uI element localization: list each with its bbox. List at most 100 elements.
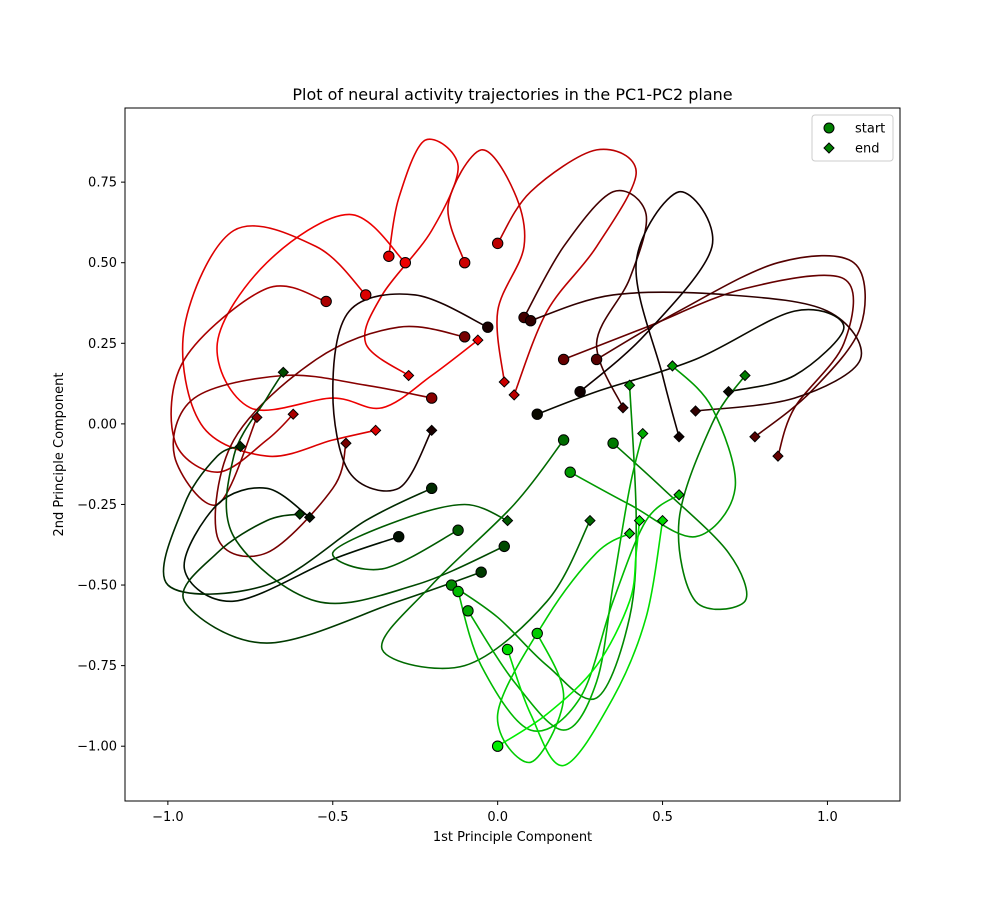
y-tick-label: 0.25 <box>88 337 117 352</box>
start-marker <box>557 434 570 446</box>
y-tick-label: −1.00 <box>77 740 117 755</box>
trajectory-line <box>530 291 863 412</box>
start-marker <box>574 385 586 398</box>
trajectory-line <box>497 520 641 747</box>
end-marker <box>294 508 306 520</box>
y-tick-label: 0.75 <box>88 176 117 191</box>
trajectory-line <box>612 375 748 611</box>
start-marker <box>458 257 471 269</box>
end-marker <box>340 437 352 449</box>
trajectory-line <box>363 138 459 377</box>
trajectory-line <box>497 148 637 396</box>
start-marker <box>524 315 537 327</box>
start-marker <box>590 353 603 366</box>
start-marker <box>531 408 543 420</box>
legend: start end <box>811 114 894 162</box>
trajectory-line <box>225 371 505 605</box>
end-marker <box>656 514 669 527</box>
end-marker <box>369 424 382 437</box>
trajectory-line <box>183 487 399 603</box>
legend-label: start <box>855 122 885 137</box>
end-marker <box>623 379 636 391</box>
end-marker <box>303 511 316 524</box>
trajectory-line <box>536 308 845 415</box>
x-tick-label: −0.5 <box>317 810 349 825</box>
legend-start-marker <box>823 122 835 134</box>
trajectory-line <box>579 190 714 438</box>
trajectory-line <box>332 293 489 492</box>
end-marker <box>772 450 784 462</box>
trajectory-line <box>162 445 433 595</box>
end-marker <box>498 376 510 388</box>
trajectory-line <box>467 433 644 731</box>
end-marker <box>633 514 646 527</box>
end-marker <box>425 424 438 437</box>
y-tick-label: −0.50 <box>77 579 117 594</box>
start-marker <box>491 740 504 752</box>
end-marker <box>617 402 629 414</box>
x-tick-label: −1.0 <box>152 810 184 825</box>
chart-title: Plot of neural activity trajectories in … <box>292 85 732 104</box>
trajectory-line <box>380 439 591 670</box>
y-tick-label: 0.50 <box>88 256 117 271</box>
y-tick-label: −0.75 <box>77 659 117 674</box>
end-marker <box>666 360 679 372</box>
marker-layer <box>234 237 784 752</box>
end-marker <box>722 385 735 398</box>
start-marker <box>383 250 395 262</box>
start-marker <box>452 585 464 598</box>
start-marker <box>360 289 372 301</box>
start-marker <box>320 295 332 308</box>
end-marker <box>623 527 636 540</box>
end-marker <box>402 369 415 382</box>
trajectory-line <box>214 325 465 558</box>
end-marker <box>673 431 685 443</box>
end-marker <box>749 431 761 443</box>
trajectory-line <box>523 189 648 409</box>
start-marker <box>607 437 619 449</box>
trajectory-line <box>451 385 637 701</box>
x-axis: −1.0 −0.5 0.0 0.5 1.0 <box>152 801 838 825</box>
end-marker <box>234 440 247 453</box>
start-marker <box>475 566 487 578</box>
start-marker <box>482 321 494 333</box>
x-tick-label: 0.0 <box>487 810 508 825</box>
end-marker <box>287 408 299 420</box>
start-marker <box>426 392 438 404</box>
trajectory-line <box>170 285 327 473</box>
trajectory-line <box>457 494 680 732</box>
start-marker <box>462 605 474 617</box>
x-tick-label: 0.5 <box>652 810 673 825</box>
end-marker <box>673 489 685 501</box>
x-axis-label: 1st Principle Component <box>433 830 592 845</box>
y-tick-label: −0.25 <box>77 498 117 513</box>
end-marker <box>508 389 520 401</box>
trajectory-line <box>569 365 737 538</box>
start-marker <box>393 530 405 543</box>
y-axis-label: 2nd Principle Component <box>52 373 67 537</box>
start-marker <box>426 482 438 495</box>
series-layer <box>162 138 866 767</box>
trajectory-line <box>506 520 664 767</box>
start-marker <box>564 466 576 478</box>
end-marker <box>689 405 702 417</box>
start-marker <box>501 643 514 656</box>
end-marker <box>739 369 751 382</box>
trajectory-line <box>182 513 482 644</box>
start-marker <box>452 524 464 536</box>
start-marker <box>557 353 570 366</box>
end-marker <box>277 366 290 379</box>
start-marker <box>531 627 543 640</box>
end-marker <box>501 514 514 527</box>
x-tick-label: 1.0 <box>817 810 838 825</box>
plot-frame <box>124 107 901 802</box>
start-marker <box>491 237 504 250</box>
start-marker <box>399 257 412 269</box>
y-tick-label: 0.00 <box>88 417 117 432</box>
start-marker <box>458 331 471 343</box>
end-marker <box>472 334 484 346</box>
legend-label: end <box>855 142 880 157</box>
trajectory-line <box>496 532 631 764</box>
end-marker <box>637 427 649 440</box>
